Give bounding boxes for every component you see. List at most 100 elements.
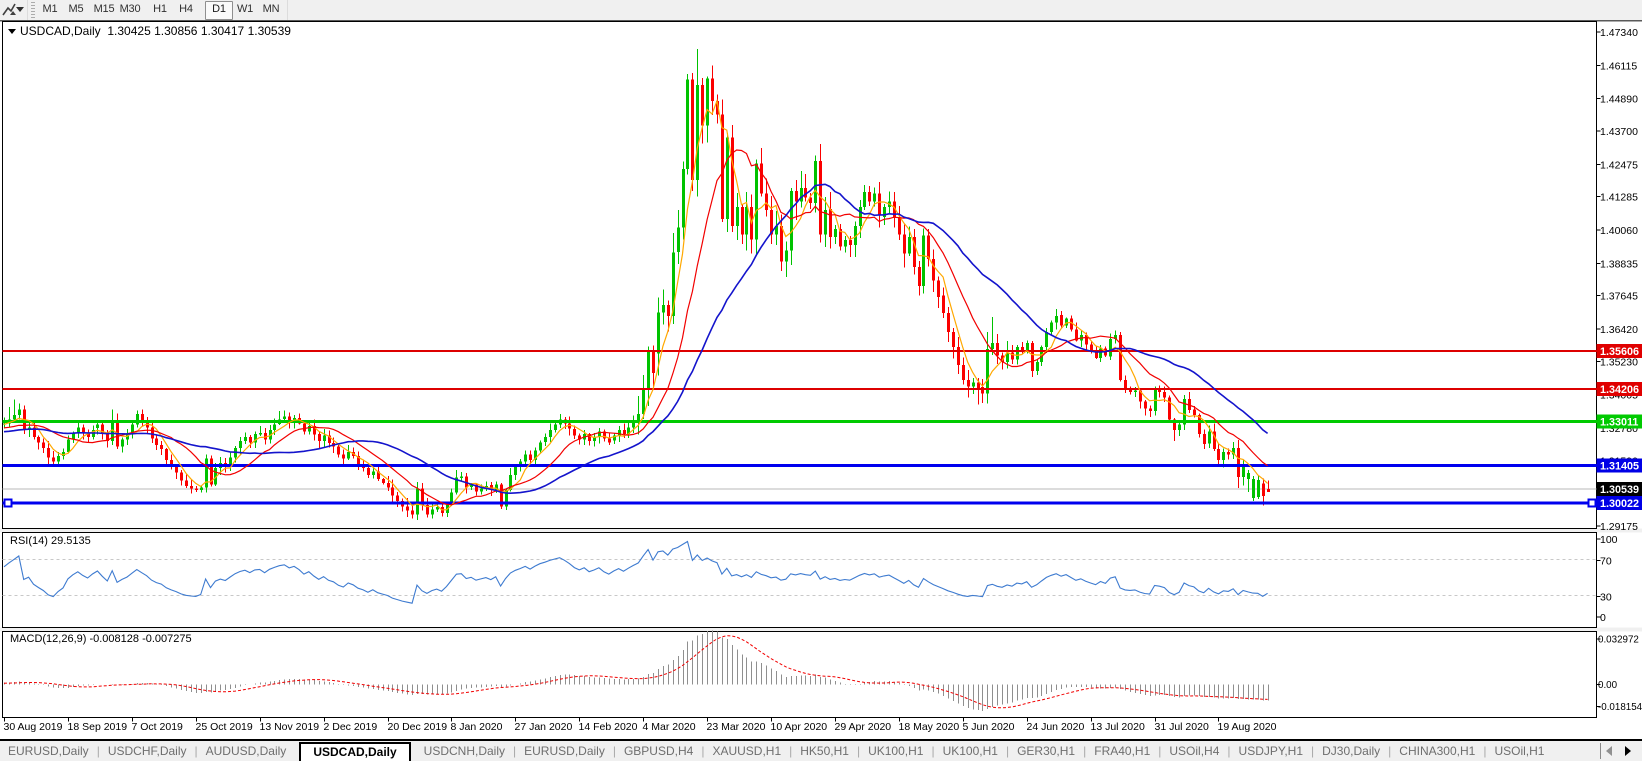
candle-body — [1213, 431, 1216, 450]
candle-body — [701, 84, 704, 126]
tab-scroll-right-icon[interactable] — [1625, 746, 1631, 756]
candle-body — [347, 451, 350, 459]
candle-body — [770, 209, 773, 235]
splitter-rsi-macd[interactable] — [0, 627, 1642, 632]
chart-tab-AUDUSD-Daily[interactable]: AUDUSD,Daily — [205, 744, 287, 758]
timeframe-button-W1[interactable]: W1 — [236, 3, 254, 15]
candle-body — [1203, 434, 1206, 444]
chart-tab-UK100-H1[interactable]: UK100,H1 — [868, 744, 924, 758]
candle-body — [431, 509, 434, 515]
candle-body — [731, 137, 734, 227]
candle-body — [1085, 335, 1088, 345]
tab-scroll-left-icon[interactable] — [1606, 746, 1612, 756]
main-chart-panel[interactable] — [2, 21, 1597, 529]
chart-tab-EURUSD-Daily[interactable]: EURUSD,Daily — [8, 744, 89, 758]
candle-body — [514, 466, 517, 476]
candle-body — [13, 415, 16, 420]
tabbar-top-border — [0, 739, 1642, 741]
candle-body — [460, 476, 463, 478]
chart-tab-USDJPY-H1[interactable]: USDJPY,H1 — [1238, 744, 1304, 758]
price-axis-label: 1.41285 — [1600, 192, 1638, 204]
price-axis-label: 1.40060 — [1600, 225, 1638, 237]
candle-body — [1011, 352, 1014, 360]
ma-13-line — [3, 149, 1268, 506]
macd-scale-label: 0.032972 — [1598, 635, 1639, 646]
chart-tab-CHINA300-H1[interactable]: CHINA300,H1 — [1399, 744, 1476, 758]
candle-body — [367, 468, 370, 475]
chart-tab-USDCNH-Daily[interactable]: USDCNH,Daily — [423, 744, 506, 758]
tab-separator: | — [1083, 744, 1087, 758]
chart-tab-EURUSD-Daily[interactable]: EURUSD,Daily — [524, 744, 605, 758]
chart-tab-UK100-H1[interactable]: UK100,H1 — [942, 744, 998, 758]
chart-tab-USOil-H4[interactable]: USOil,H4 — [1169, 744, 1220, 758]
candle-body — [436, 506, 439, 510]
timeframe-button-M5[interactable]: M5 — [68, 3, 84, 15]
chart-tab-GER30-H1[interactable]: GER30,H1 — [1017, 744, 1076, 758]
candle-body — [87, 432, 90, 437]
date-axis-label: 5 Jun 2020 — [963, 721, 1015, 733]
date-axis-label: 25 Oct 2019 — [196, 721, 253, 733]
chart-tab-USDCHF-Daily[interactable]: USDCHF,Daily — [107, 744, 187, 758]
symbol-dropdown-icon[interactable] — [8, 29, 16, 34]
candle-body — [465, 476, 468, 488]
chart-tab-USOil-H1[interactable]: USOil,H1 — [1494, 744, 1545, 758]
price-tag-label: 1.35606 — [1600, 346, 1639, 358]
chart-dropdown-icon[interactable] — [16, 7, 24, 12]
timeframe-button-H1[interactable]: H1 — [153, 3, 167, 15]
candle-body — [77, 427, 80, 433]
candle-body — [834, 228, 837, 238]
ma-30-line — [3, 183, 1269, 495]
candle-body — [603, 431, 606, 439]
candle-body — [1247, 472, 1250, 480]
candle-body — [962, 364, 965, 380]
chart-tab-GBPUSD-H4[interactable]: GBPUSD,H4 — [623, 744, 694, 758]
candle-body — [372, 471, 375, 475]
candle-body — [244, 436, 247, 441]
chart-tab-HK50-H1[interactable]: HK50,H1 — [800, 744, 849, 758]
rsi-panel[interactable] — [2, 532, 1597, 628]
timeframe-button-H4[interactable]: H4 — [179, 3, 193, 15]
splitter-main-rsi[interactable] — [0, 528, 1642, 533]
candle-body — [62, 451, 65, 456]
candle-body — [318, 434, 321, 441]
candle-body — [1119, 335, 1122, 380]
chart-type-icon[interactable] — [2, 2, 16, 17]
hline-handle[interactable] — [3, 498, 13, 508]
timeframe-button-M30[interactable]: M30 — [119, 3, 141, 15]
macd-panel[interactable] — [2, 631, 1597, 718]
date-axis-label: 8 Jan 2020 — [451, 721, 503, 733]
candle-body — [67, 439, 70, 452]
chart-tab-FRA40-H1[interactable]: FRA40,H1 — [1094, 744, 1151, 758]
candle-body — [382, 479, 385, 484]
chart-ohlc: 1.30425 1.30856 1.30417 1.30539 — [107, 24, 291, 38]
timeframe-button-M1[interactable]: M1 — [42, 3, 58, 15]
chart-tab-USDCAD-Daily[interactable]: USDCAD,Daily — [299, 741, 411, 761]
rsi-indicator-label: RSI(14) 29.5135 — [10, 535, 91, 547]
candle-body — [1208, 431, 1211, 444]
candle-body — [406, 506, 409, 511]
timeframe-button-MN[interactable]: MN — [262, 3, 280, 15]
timeframe-button-D1[interactable]: D1 — [205, 1, 233, 20]
date-axis-label: 29 Apr 2020 — [835, 721, 892, 733]
candle-body — [411, 510, 414, 515]
candle-body — [342, 454, 345, 459]
candle-body — [913, 237, 916, 267]
chart-tab-DJ30-Daily[interactable]: DJ30,Daily — [1322, 744, 1381, 758]
candle-body — [1055, 315, 1058, 323]
candle-body — [1183, 398, 1186, 425]
hline-handle[interactable] — [1587, 498, 1597, 508]
chart-tabs-bar: EURUSD,Daily | USDCHF,Daily | AUDUSD,Daily US… — [0, 741, 1642, 761]
candle-body — [927, 235, 930, 259]
candle-body — [696, 84, 699, 180]
chart-tab-XAUUSD-H1[interactable]: XAUUSD,H1 — [712, 744, 782, 758]
candle-body — [210, 458, 213, 485]
price-tag-label: 1.30022 — [1600, 498, 1639, 510]
candle-body — [573, 428, 576, 436]
toolbar-grip[interactable] — [31, 2, 35, 18]
date-axis-label: 30 Aug 2019 — [4, 721, 63, 733]
candle-body — [839, 228, 842, 247]
timeframe-button-M15[interactable]: M15 — [93, 3, 115, 15]
candle-body — [328, 435, 331, 444]
candle-body — [1232, 447, 1235, 455]
